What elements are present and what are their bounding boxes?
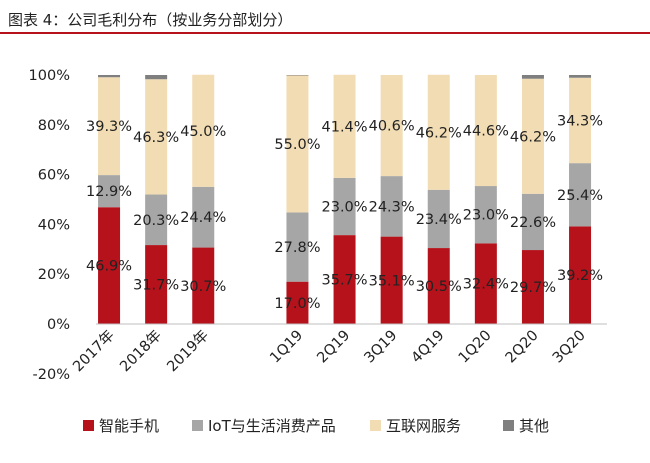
legend-item: 智能手机 [83, 414, 159, 436]
legend-label: 智能手机 [99, 416, 160, 435]
data-label: 55.0% [274, 137, 320, 153]
category-label: 1Q20 [456, 328, 495, 367]
data-label: 39.2% [557, 268, 603, 284]
data-label: 46.2% [416, 125, 462, 141]
category-label: 2Q19 [314, 328, 353, 367]
data-label: 23.0% [463, 208, 509, 224]
bar-segment [427, 248, 450, 324]
data-label: 46.3% [133, 130, 179, 146]
legend-item: 其他 [503, 414, 549, 436]
bar-segment [333, 235, 356, 324]
bar-segment [98, 75, 121, 78]
bar-segment [98, 207, 121, 324]
legend-swatch [192, 419, 203, 431]
y-tick-label: 100% [29, 68, 70, 84]
bar-segment [145, 245, 168, 324]
chart-title: 图表 4：公司毛利分布（按业务分部划分） [8, 11, 293, 29]
data-label: 39.3% [86, 119, 132, 135]
bar-segment [427, 74, 450, 190]
data-label: 17.0% [274, 296, 320, 312]
bar-segment [569, 75, 592, 78]
category-label: 2Q20 [503, 328, 542, 367]
data-label: 35.7% [322, 273, 368, 289]
data-label: 46.2% [510, 129, 556, 145]
data-label: 35.1% [369, 273, 415, 289]
category-label: 2017年 [70, 327, 118, 375]
category-label: 2018年 [117, 327, 165, 375]
bar-segment [474, 243, 497, 324]
data-label: 30.5% [416, 279, 462, 295]
y-tick-label: 0% [47, 317, 70, 333]
bar-segment [569, 226, 592, 324]
category-label: 1Q19 [267, 328, 306, 367]
category-label: 3Q20 [550, 328, 589, 367]
legend-item: IoT与生活消费产品 [192, 414, 336, 436]
stacked-bar-chart: -20% 0% 20% 40% 60% 80% 100% 46.9% 12.9% 39.3% 31.… [29, 68, 607, 383]
data-label: 27.8% [274, 240, 320, 256]
category-label: 4Q19 [409, 328, 448, 367]
y-tick-label: 20% [38, 267, 70, 283]
legend-swatch [503, 419, 514, 431]
bar-segment [98, 77, 121, 176]
data-label: 20.3% [133, 213, 179, 229]
data-label: 24.3% [369, 199, 415, 215]
bar-segment [521, 78, 544, 194]
data-label: 46.9% [86, 259, 132, 275]
chart-legend: 智能手机 IoT与生活消费产品 互联网服务 其他 [0, 411, 650, 439]
bar-segment [192, 74, 215, 187]
bar-segment [145, 75, 168, 80]
bar-segment [521, 193, 544, 251]
bar-segment [145, 194, 168, 246]
y-tick-label: -20% [33, 367, 70, 383]
legend-label: IoT与生活消费产品 [208, 416, 336, 435]
y-tick-label: 80% [38, 118, 70, 134]
bar-segment [286, 281, 309, 324]
category-label: 2019年 [164, 327, 212, 375]
data-label: 32.4% [463, 277, 509, 293]
category-label: 3Q19 [362, 328, 401, 367]
data-label: 40.6% [369, 119, 415, 135]
data-label: 23.0% [322, 199, 368, 215]
bar-segment [192, 186, 215, 248]
bar-segment [98, 175, 121, 208]
bar-segment [333, 74, 356, 178]
legend-swatch [83, 419, 94, 431]
data-label: 31.7% [133, 278, 179, 294]
data-label: 24.4% [180, 210, 226, 226]
y-tick-label: 60% [38, 168, 70, 184]
chart-title-bar: 图表 4：公司毛利分布（按业务分部划分） [0, 0, 650, 34]
legend-item: 互联网服务 [370, 414, 461, 436]
data-label: 23.4% [416, 212, 462, 228]
bar-segment [569, 77, 592, 164]
bar-segment [427, 189, 450, 249]
bar-segment [380, 75, 403, 177]
bar-segment [521, 75, 544, 79]
bar-segment [474, 186, 497, 244]
data-label: 44.6% [463, 124, 509, 140]
data-label: 30.7% [180, 279, 226, 295]
y-tick-label: 40% [38, 217, 70, 233]
bar-segment [333, 177, 356, 236]
data-label: 12.9% [86, 184, 132, 200]
legend-swatch [370, 419, 381, 431]
bar-segment [380, 176, 403, 237]
bar-segment [569, 163, 592, 227]
bar-segment [474, 75, 497, 187]
data-label: 34.3% [557, 113, 603, 129]
legend-label: 互联网服务 [386, 416, 462, 435]
bar-segment [192, 247, 215, 324]
bar-segment [145, 79, 168, 195]
data-label: 41.4% [322, 119, 368, 135]
bar-segment [286, 75, 309, 213]
bar-segment [521, 250, 544, 324]
data-label: 22.6% [510, 215, 556, 231]
legend-label: 其他 [519, 416, 550, 435]
bar-segment [380, 236, 403, 324]
data-label: 29.7% [510, 280, 556, 296]
data-label: 25.4% [557, 188, 603, 204]
bar-segment [286, 212, 309, 282]
data-label: 45.0% [180, 124, 226, 140]
